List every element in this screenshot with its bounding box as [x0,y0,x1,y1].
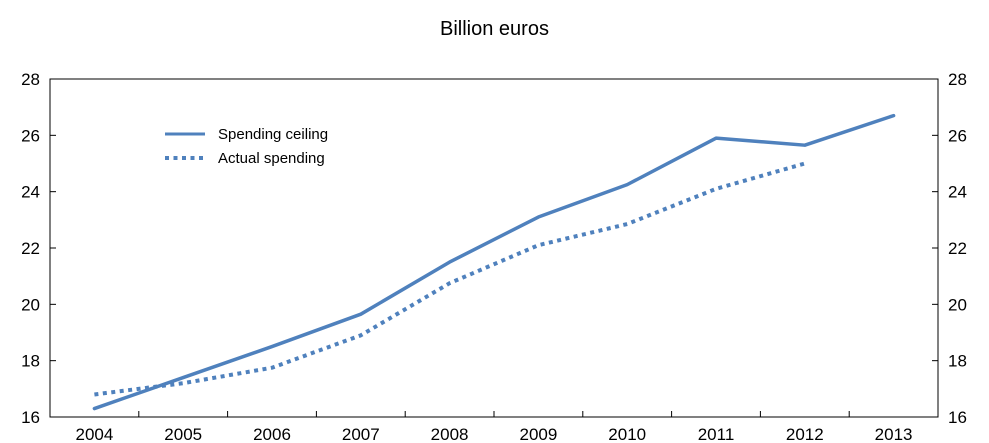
right-y-axis: 16 18 20 22 24 26 28 [932,70,967,427]
series-line-spending-ceiling [92,113,896,411]
y-tick-label-left: 26 [21,126,40,145]
legend-label-actual-spending: Actual spending [218,150,325,167]
y-tick-label-left: 20 [21,295,40,314]
x-tick-label: 2007 [342,425,380,443]
legend: Spending ceiling Actual spending [165,126,328,167]
y-tick-label-left: 28 [21,70,40,89]
x-tick-label: 2011 [698,425,735,443]
x-tick-label: 2012 [786,425,824,443]
series-layer [92,113,896,411]
x-tick-label: 2013 [875,425,913,443]
y-tick-label-left: 18 [21,352,40,371]
x-tick-label: 2008 [431,425,469,443]
left-y-axis: 16 18 20 22 24 26 28 [21,70,56,427]
x-tick-label: 2004 [75,425,113,443]
y-tick-label-right: 20 [948,295,967,314]
y-tick-label-left: 24 [21,183,40,202]
y-tick-label-right: 24 [948,183,967,202]
y-tick-label-right: 28 [948,70,967,89]
plot-frame [49,78,939,418]
x-tick-label: 2005 [164,425,202,443]
x-tick-label: 2006 [253,425,291,443]
y-tick-label-left: 22 [21,239,40,258]
y-tick-label-right: 26 [948,126,967,145]
y-tick-label-right: 16 [948,408,967,427]
y-tick-label-right: 22 [948,239,967,258]
series-line-actual-spending [94,161,806,397]
chart-title: Billion euros [440,18,549,40]
x-tick-label: 2010 [608,425,646,443]
y-tick-label-left: 16 [21,408,40,427]
x-tick-label: 2009 [519,425,557,443]
legend-label-spending-ceiling: Spending ceiling [218,126,328,143]
y-tick-label-right: 18 [948,352,967,371]
x-axis: 2004 2005 2006 2007 2008 2009 2010 2011 2012 2013 [49,411,939,443]
